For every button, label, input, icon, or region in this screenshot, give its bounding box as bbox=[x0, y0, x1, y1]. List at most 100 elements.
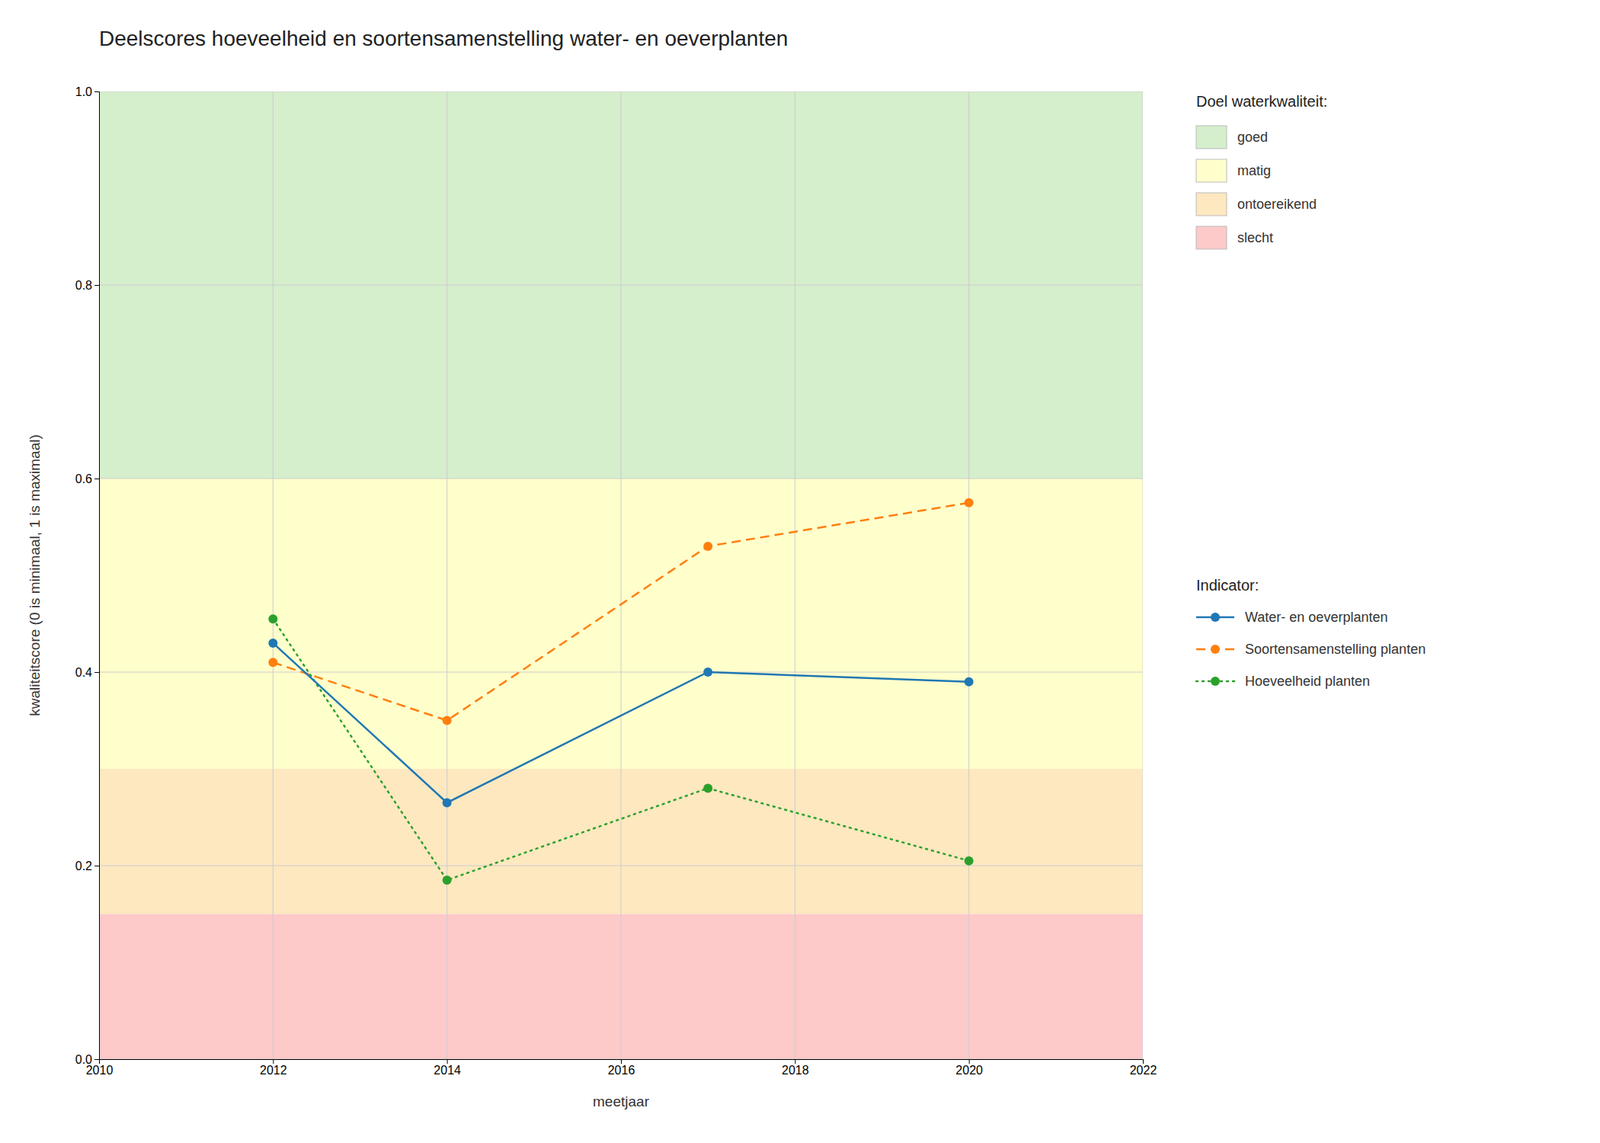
tick: 0.6 bbox=[75, 472, 100, 486]
tick-mark bbox=[969, 1059, 970, 1064]
legend-label: matig bbox=[1237, 163, 1271, 179]
tick: 2022 bbox=[1129, 1059, 1158, 1077]
tick-mark bbox=[94, 1059, 100, 1060]
chart: Deelscores hoeveelheid en soortensamenst… bbox=[0, 0, 1600, 1143]
tick-mark bbox=[94, 672, 100, 673]
series-line bbox=[272, 643, 969, 804]
legend-swatch bbox=[1196, 226, 1227, 250]
legend-item: Hoeveelheid planten bbox=[1196, 673, 1370, 689]
tick: 2016 bbox=[608, 1059, 636, 1077]
tick: 0.0 bbox=[75, 1052, 100, 1066]
series-line bbox=[272, 618, 969, 880]
tick-label: 2016 bbox=[608, 1063, 636, 1077]
grid-line bbox=[1142, 91, 1144, 1060]
legend-item: slecht bbox=[1196, 226, 1274, 250]
tick: 0.2 bbox=[75, 859, 100, 873]
axis-line bbox=[94, 92, 100, 1060]
data-point bbox=[964, 498, 974, 508]
tick: 0.8 bbox=[75, 278, 100, 292]
grid bbox=[99, 91, 1143, 1060]
data-point bbox=[703, 783, 713, 793]
legend-label: Hoeveelheid planten bbox=[1244, 673, 1370, 689]
legend-marker bbox=[1210, 612, 1220, 622]
y-axis: 0.0 0.2 0.4 0.6 0.8 1.0 bbox=[75, 85, 100, 1066]
grid-line bbox=[99, 865, 1143, 867]
tick: 1.0 bbox=[75, 85, 100, 99]
tick-label: 0.6 bbox=[75, 472, 93, 486]
series-markers bbox=[268, 498, 973, 726]
legend-label: goed bbox=[1237, 129, 1268, 145]
legend-item: Water- en oeverplanten bbox=[1196, 609, 1388, 625]
series-markers bbox=[268, 638, 973, 808]
legend-marker bbox=[1210, 676, 1220, 686]
grid-line bbox=[620, 91, 622, 1060]
tick-mark bbox=[94, 284, 100, 286]
grid-line bbox=[99, 91, 1143, 93]
series-markers bbox=[268, 614, 973, 885]
legend-item: ontoereikend bbox=[1196, 192, 1317, 216]
tick-mark bbox=[94, 865, 100, 867]
legend: Doel waterkwaliteit: goed matig ontoereiken… bbox=[1196, 92, 1426, 689]
legend-title: Doel waterkwaliteit: bbox=[1196, 92, 1328, 110]
tick-mark bbox=[447, 1059, 448, 1064]
legend-label: slecht bbox=[1237, 230, 1274, 246]
data-point bbox=[268, 657, 278, 667]
tick-label: 0.8 bbox=[75, 278, 93, 292]
tick-mark bbox=[94, 478, 100, 480]
tick: 2018 bbox=[781, 1059, 810, 1077]
tick-mark bbox=[1142, 1059, 1144, 1064]
tick-label: 2018 bbox=[781, 1063, 810, 1077]
legend-item: goed bbox=[1196, 125, 1268, 149]
tick-label: 2022 bbox=[1129, 1063, 1158, 1077]
legend-label: Soortensamenstelling planten bbox=[1244, 641, 1426, 657]
grid-line bbox=[99, 672, 1143, 673]
grid-line bbox=[99, 1059, 1143, 1060]
series-line bbox=[272, 502, 969, 721]
data-point bbox=[964, 677, 974, 687]
tick-label: 0.0 bbox=[75, 1052, 93, 1066]
plot-area: 2010 2012 2014 2016 2018 2020 2022 0.0 0.2 0.4 0.6… bbox=[26, 85, 1157, 1110]
tick-label: 0.2 bbox=[75, 859, 93, 873]
y-axis-title: kwaliteitscore (0 is minimaal, 1 is maxi… bbox=[26, 434, 43, 717]
legend-item: matig bbox=[1196, 159, 1271, 183]
x-axis: 2010 2012 2014 2016 2018 2020 2022 bbox=[86, 1059, 1158, 1077]
grid-line bbox=[99, 284, 1143, 286]
tick-label: 2020 bbox=[955, 1063, 983, 1077]
x-axis-title: meetjaar bbox=[592, 1093, 650, 1110]
data-point bbox=[442, 875, 452, 885]
legend-swatch bbox=[1196, 125, 1227, 149]
tick-label: 0.4 bbox=[75, 665, 93, 679]
axis-line bbox=[99, 1059, 1144, 1065]
grid-line bbox=[272, 91, 274, 1060]
grid-line bbox=[99, 478, 1143, 480]
legend-marker bbox=[1210, 644, 1220, 654]
grid-line bbox=[446, 91, 448, 1060]
grid-line bbox=[968, 91, 970, 1060]
data-point bbox=[442, 716, 452, 726]
legend-label: ontoereikend bbox=[1237, 196, 1317, 212]
data-point bbox=[964, 856, 974, 866]
tick: 2014 bbox=[433, 1059, 461, 1077]
tick: 0.4 bbox=[75, 665, 100, 679]
chart-title: Deelscores hoeveelheid en soortensamenst… bbox=[99, 26, 788, 51]
legend-title: Indicator: bbox=[1196, 576, 1259, 594]
tick: 2012 bbox=[259, 1059, 288, 1077]
tick-mark bbox=[794, 1059, 796, 1064]
legend-swatch bbox=[1196, 192, 1227, 216]
tick-label: 1.0 bbox=[75, 85, 93, 99]
marks bbox=[99, 91, 1143, 1060]
data-point bbox=[442, 797, 452, 807]
tick-mark bbox=[272, 1059, 274, 1064]
grid-line bbox=[794, 91, 796, 1060]
tick-mark bbox=[620, 1059, 622, 1064]
tick-label: 2010 bbox=[86, 1063, 114, 1077]
tick-label: 2014 bbox=[433, 1063, 461, 1077]
data-point bbox=[268, 614, 278, 624]
legend-item: Soortensamenstelling planten bbox=[1196, 641, 1426, 657]
tick-mark bbox=[94, 91, 100, 93]
tick-label: 2012 bbox=[259, 1063, 288, 1077]
data-point bbox=[268, 638, 278, 648]
data-point bbox=[703, 667, 713, 677]
tick: 2020 bbox=[955, 1059, 983, 1077]
data-point bbox=[703, 541, 713, 551]
